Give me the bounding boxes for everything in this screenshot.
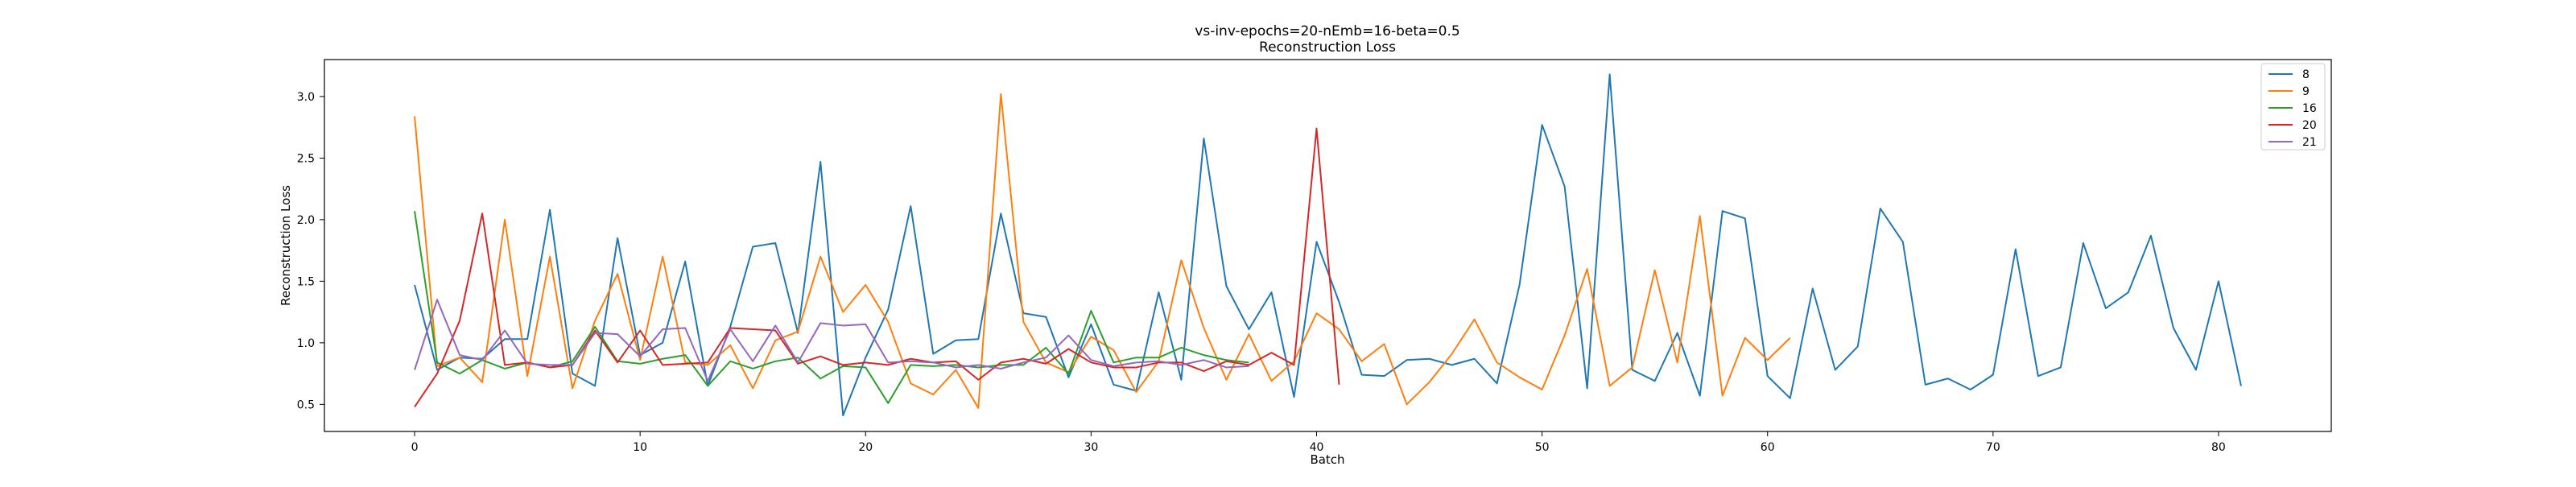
x-tick-label: 40: [1310, 441, 1324, 454]
legend-label-20: 20: [2302, 119, 2317, 132]
legend-label-8: 8: [2302, 68, 2310, 81]
y-tick-label: 1.5: [297, 275, 315, 288]
x-axis-label: Batch: [1310, 452, 1344, 467]
x-tick-label: 80: [2211, 441, 2226, 454]
x-tick-label: 30: [1084, 441, 1098, 454]
x-tick-label: 0: [411, 441, 419, 454]
y-tick-label: 2.5: [297, 152, 315, 165]
axis-ticks: 0 10 20 30 40 50 60 70 80 0.5 1.0 1.5 2.0 2.5 3.0: [297, 91, 2226, 454]
y-tick-label: 3.0: [297, 91, 315, 104]
y-tick-label: 2.0: [297, 214, 315, 227]
chart-title: vs-inv-epochs=20-nEmb=16-beta=0.5: [1195, 23, 1459, 39]
y-tick-label: 0.5: [297, 398, 315, 411]
series-line-9: [414, 93, 1791, 409]
series-line-21: [414, 299, 1249, 382]
x-tick-label: 60: [1761, 441, 1775, 454]
x-tick-label: 10: [633, 441, 647, 454]
series-lines: [414, 73, 2242, 417]
legend-label-16: 16: [2302, 102, 2317, 115]
chart-subtitle: Reconstruction Loss: [1259, 39, 1396, 56]
legend-label-21: 21: [2302, 136, 2317, 149]
plot-area-frame: [324, 59, 2332, 432]
x-tick-label: 70: [1986, 441, 2000, 454]
y-tick-label: 1.0: [297, 337, 315, 350]
legend-box: [2260, 63, 2326, 151]
y-axis-label: Reconstruction Loss: [279, 185, 293, 306]
legend: 8 9 16 20 21: [2260, 63, 2326, 151]
legend-label-9: 9: [2302, 85, 2310, 98]
x-tick-label: 20: [858, 441, 873, 454]
x-tick-label: 50: [1535, 441, 1550, 454]
